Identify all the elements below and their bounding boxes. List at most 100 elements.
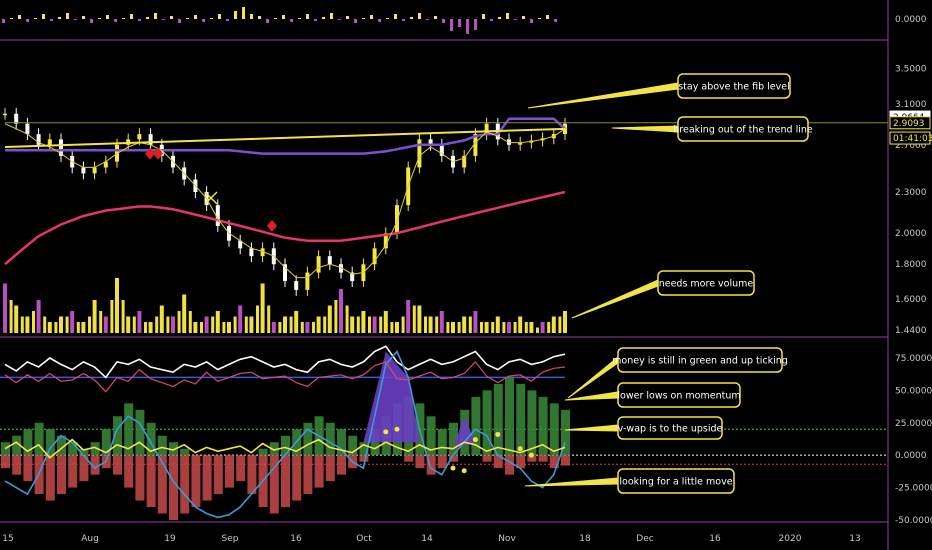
candle-body — [439, 144, 444, 156]
oscillator-axis-tick: 25.0000 — [895, 419, 932, 429]
moving-average-line — [5, 117, 566, 155]
candle-body — [372, 248, 377, 265]
volume-bar — [323, 316, 327, 333]
volume-bar — [529, 322, 534, 333]
momentum-histogram-bar — [146, 422, 156, 456]
candle-body — [395, 205, 399, 234]
price-panel[interactable] — [3, 107, 888, 296]
top-histogram-bar — [74, 19, 77, 20]
top-histogram-bar — [58, 17, 61, 19]
top-histogram-bar — [498, 17, 501, 19]
momentum-histogram-bar — [527, 455, 537, 462]
grid-lines — [0, 0, 889, 550]
volume-bar — [3, 283, 7, 333]
volume-bar — [256, 305, 259, 333]
volume-bar — [25, 316, 30, 333]
momentum-histogram-bar — [493, 383, 503, 456]
price-axis-tick: 3.1000 — [895, 100, 927, 110]
candle-body — [294, 281, 299, 290]
top-histogram-bar — [2, 19, 5, 23]
oscillator-line — [4, 345, 566, 379]
top-histogram-bar — [282, 15, 285, 19]
top-histogram-bar — [10, 18, 13, 19]
top-histogram-bar — [146, 17, 149, 19]
momentum-histogram-bar — [169, 442, 178, 456]
volume-bar — [159, 305, 164, 333]
top-histogram-bar — [122, 18, 125, 19]
price-tag-label: 01:41:03 — [893, 134, 932, 144]
annotation-box — [617, 347, 783, 373]
volume-bar — [507, 322, 511, 333]
volume-bar — [294, 311, 299, 333]
volume-bar — [417, 305, 422, 333]
moving-average-line — [4, 190, 566, 266]
top-histogram-bar — [442, 19, 445, 23]
moving-average-line — [4, 123, 566, 279]
volume-bar — [204, 316, 209, 333]
volume-bar — [368, 316, 371, 333]
momentum-histogram-bar — [258, 448, 268, 456]
oscillator-axis-tick: -25.0000 — [895, 484, 932, 494]
top-histogram-bar — [314, 19, 317, 21]
annotation-box — [617, 416, 723, 440]
top-histogram-bar — [450, 19, 453, 31]
annotation-text: breaking out of the trend line — [673, 125, 813, 136]
top-histogram-bar — [250, 14, 253, 19]
momentum-histogram-bar — [292, 455, 302, 501]
volume-bar — [54, 322, 58, 333]
momentum-histogram-bar — [45, 455, 55, 501]
momentum-histogram-bar — [12, 435, 22, 456]
momentum-histogram-bar — [449, 455, 458, 462]
top-histogram-bar — [50, 19, 53, 21]
signal-diamond-marker — [145, 147, 155, 160]
x-axis-tick: 14 — [421, 534, 433, 544]
candle-body — [316, 256, 321, 273]
top-histogram-bar — [218, 14, 221, 19]
momentum-histogram-bar — [225, 455, 234, 488]
momentum-histogram-bar — [34, 422, 44, 456]
momentum-histogram-bar — [146, 455, 156, 508]
axes: 3.5000 3.1000 2.7000 2.3000 2.0000 1.8000 1.60… — [2, 15, 932, 544]
annotation-text: lower lows on momentum — [617, 391, 740, 402]
top-histogram-bar — [266, 19, 269, 23]
top-histogram-bar — [82, 16, 85, 19]
volume-bar — [356, 316, 360, 333]
candle-body — [92, 167, 97, 174]
volume-bar — [121, 300, 125, 333]
top-histogram-bar — [378, 19, 381, 22]
momentum-histogram-bar — [549, 403, 559, 456]
annotation-text: v-wap is to the upside — [618, 424, 723, 435]
volume-bar — [518, 316, 523, 333]
candle-body — [47, 139, 52, 145]
x-axis-tick: Oct — [356, 534, 372, 544]
top-histogram-bar — [522, 16, 525, 19]
volume-bar — [233, 316, 237, 333]
candle-body — [383, 233, 388, 249]
volume-bars — [3, 278, 567, 333]
top-histogram-bar — [210, 18, 213, 19]
momentum-histogram-bar — [180, 455, 190, 514]
momentum-histogram-bar — [90, 442, 100, 456]
volume-bar — [278, 322, 282, 333]
momentum-histogram-bar — [23, 429, 33, 456]
momentum-histogram-bar — [57, 455, 66, 495]
volume-bar — [222, 322, 226, 333]
annotation-text: looking for a little move — [619, 477, 732, 488]
top-histogram-panel — [2, 7, 557, 34]
signal-dot — [461, 468, 467, 474]
volume-bar — [339, 289, 343, 333]
volume-bar — [238, 305, 243, 333]
x-axis-tick: 2020 — [779, 534, 802, 544]
momentum-histogram-bar — [57, 435, 66, 456]
top-histogram-bar — [402, 19, 405, 21]
momentum-histogram-bar — [12, 455, 22, 475]
top-histogram-bar — [26, 19, 29, 22]
volume-bar — [126, 316, 131, 333]
top-histogram-bar — [410, 17, 413, 19]
signal-dot — [472, 437, 478, 443]
top-histogram-bar — [490, 19, 493, 21]
volume-bar — [547, 322, 551, 333]
oscillator-panel[interactable] — [0, 345, 888, 520]
volume-bar — [495, 316, 500, 333]
